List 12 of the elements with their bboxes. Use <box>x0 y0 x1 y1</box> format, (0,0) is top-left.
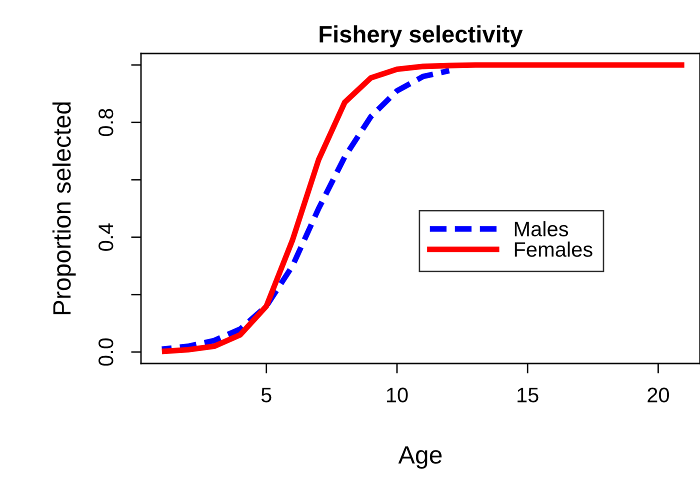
y-tick-label: 0.0 <box>98 338 114 366</box>
x-tick-label: 10 <box>386 388 408 402</box>
chart-title: Fishery selectivity <box>320 25 523 48</box>
x-tick-label: 20 <box>648 388 669 402</box>
y-tick-label: 0.8 <box>98 108 114 136</box>
x-axis-title: Age <box>398 446 442 469</box>
legend-label: Males <box>514 221 568 236</box>
x-tick-label: 15 <box>518 388 538 402</box>
y-axis-title: Proportion selected <box>52 102 76 314</box>
x-tick-label: 5 <box>261 388 272 402</box>
legend-label: Females <box>514 242 592 257</box>
y-tick-label: 0.4 <box>98 223 114 251</box>
